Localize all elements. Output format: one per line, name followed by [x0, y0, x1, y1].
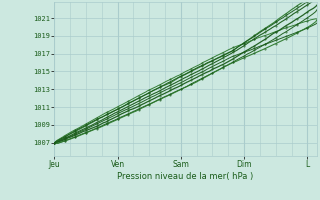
X-axis label: Pression niveau de la mer( hPa ): Pression niveau de la mer( hPa ) — [117, 172, 254, 181]
